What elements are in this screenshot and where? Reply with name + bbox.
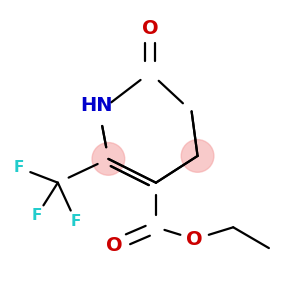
Text: O: O xyxy=(186,230,203,249)
Text: O: O xyxy=(106,236,123,255)
Text: F: F xyxy=(70,214,81,229)
Text: HN: HN xyxy=(80,96,113,115)
Text: F: F xyxy=(14,160,24,175)
Text: O: O xyxy=(142,19,158,38)
Circle shape xyxy=(181,140,214,172)
Text: F: F xyxy=(32,208,42,223)
Circle shape xyxy=(92,142,125,175)
